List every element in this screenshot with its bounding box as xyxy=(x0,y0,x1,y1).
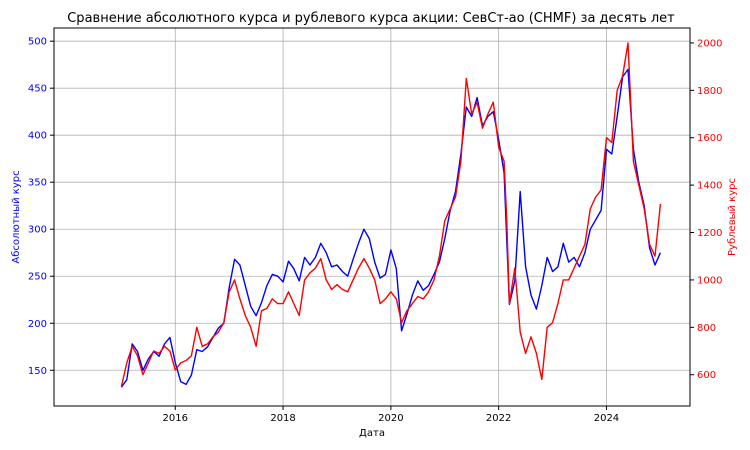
x-tick-label: 2018 xyxy=(270,413,295,424)
series-line-rub-price xyxy=(120,42,662,387)
y-left-tick-label: 400 xyxy=(28,131,47,142)
y-right-tick-label: 1800 xyxy=(697,86,722,97)
y-right-tick-label: 800 xyxy=(697,323,716,334)
y-left-tick-label: 150 xyxy=(28,366,47,377)
y-left-tick-label: 500 xyxy=(28,37,47,48)
y-right-tick-label: 600 xyxy=(697,370,716,381)
y-right-tick-label: 1000 xyxy=(697,275,722,286)
x-tick-label: 2016 xyxy=(163,413,188,424)
y-left-tick-label: 350 xyxy=(28,178,47,189)
x-axis-label: Дата xyxy=(359,428,385,439)
y-right-tick-label: 1200 xyxy=(697,228,722,239)
y-right-tick-label: 1400 xyxy=(697,181,722,192)
y-axis-left-label: Абсолютный курс xyxy=(11,170,22,263)
y-right-tick-label: 2000 xyxy=(697,38,722,49)
x-tick-label: 2020 xyxy=(378,413,403,424)
x-tick-label: 2024 xyxy=(594,413,619,424)
y-left-tick-label: 300 xyxy=(28,225,47,236)
plot-frame xyxy=(53,27,691,407)
y-left-tick-label: 250 xyxy=(28,272,47,283)
axes: 2016 2018 2020 2022 2024 150 200 250 300 350 400 45… xyxy=(28,37,723,424)
x-tick-label: 2022 xyxy=(486,413,511,424)
y-left-tick-label: 450 xyxy=(28,84,47,95)
grid xyxy=(54,28,690,406)
y-axis-right-label: Рублевый курс xyxy=(727,178,738,256)
plot-area xyxy=(120,42,662,388)
y-left-tick-label: 200 xyxy=(28,319,47,330)
chart-title: Сравнение абсолютного курса и рублевого … xyxy=(67,11,675,26)
y-right-tick-label: 1600 xyxy=(697,133,722,144)
